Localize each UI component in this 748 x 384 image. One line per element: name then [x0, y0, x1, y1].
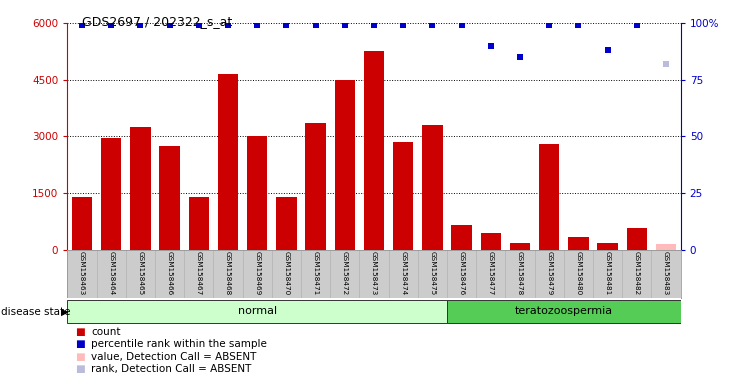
- Text: disease state: disease state: [1, 307, 70, 317]
- Text: normal: normal: [238, 306, 277, 316]
- Bar: [218, 74, 238, 250]
- Text: ■: ■: [75, 352, 85, 362]
- Bar: [334, 80, 355, 250]
- Text: GSM158473: GSM158473: [371, 251, 377, 295]
- Bar: [247, 136, 267, 250]
- Text: GDS2697 / 202322_s_at: GDS2697 / 202322_s_at: [82, 15, 233, 28]
- Text: GSM158475: GSM158475: [429, 251, 435, 295]
- Bar: [393, 142, 414, 250]
- Bar: [188, 197, 209, 250]
- Bar: [447, 300, 681, 323]
- Text: ■: ■: [75, 339, 85, 349]
- Text: GSM158481: GSM158481: [604, 251, 610, 295]
- Text: ■: ■: [75, 327, 85, 337]
- Bar: [422, 125, 443, 250]
- Bar: [451, 225, 472, 250]
- Bar: [101, 138, 121, 250]
- Bar: [130, 127, 150, 250]
- Text: GSM158476: GSM158476: [459, 251, 465, 295]
- Text: GSM158474: GSM158474: [400, 251, 406, 295]
- Bar: [67, 300, 447, 323]
- Text: ▶: ▶: [61, 307, 69, 317]
- Text: ■: ■: [75, 364, 85, 374]
- Text: percentile rank within the sample: percentile rank within the sample: [91, 339, 267, 349]
- Bar: [627, 228, 647, 250]
- Text: GSM158467: GSM158467: [196, 251, 202, 295]
- Text: GSM158466: GSM158466: [167, 251, 173, 295]
- Text: GSM158478: GSM158478: [517, 251, 523, 295]
- Text: GSM158468: GSM158468: [225, 251, 231, 295]
- Text: GSM158483: GSM158483: [663, 251, 669, 295]
- Text: GSM158470: GSM158470: [283, 251, 289, 295]
- Bar: [510, 243, 530, 250]
- Text: GSM158482: GSM158482: [634, 251, 640, 295]
- Text: GSM158480: GSM158480: [575, 251, 581, 295]
- Bar: [656, 244, 676, 250]
- Bar: [481, 233, 501, 250]
- Bar: [568, 237, 589, 250]
- Bar: [539, 144, 560, 250]
- Text: GSM158472: GSM158472: [342, 251, 348, 295]
- Bar: [159, 146, 180, 250]
- Bar: [72, 197, 92, 250]
- Bar: [305, 123, 326, 250]
- Text: GSM158471: GSM158471: [313, 251, 319, 295]
- Text: count: count: [91, 327, 120, 337]
- Text: GSM158464: GSM158464: [108, 251, 114, 295]
- Bar: [598, 243, 618, 250]
- Bar: [364, 51, 384, 250]
- Text: GSM158477: GSM158477: [488, 251, 494, 295]
- Text: GSM158479: GSM158479: [546, 251, 552, 295]
- Text: GSM158469: GSM158469: [254, 251, 260, 295]
- Text: GSM158465: GSM158465: [138, 251, 144, 295]
- Text: GSM158463: GSM158463: [79, 251, 85, 295]
- Text: rank, Detection Call = ABSENT: rank, Detection Call = ABSENT: [91, 364, 251, 374]
- Bar: [276, 197, 297, 250]
- Text: value, Detection Call = ABSENT: value, Detection Call = ABSENT: [91, 352, 257, 362]
- Text: teratozoospermia: teratozoospermia: [515, 306, 613, 316]
